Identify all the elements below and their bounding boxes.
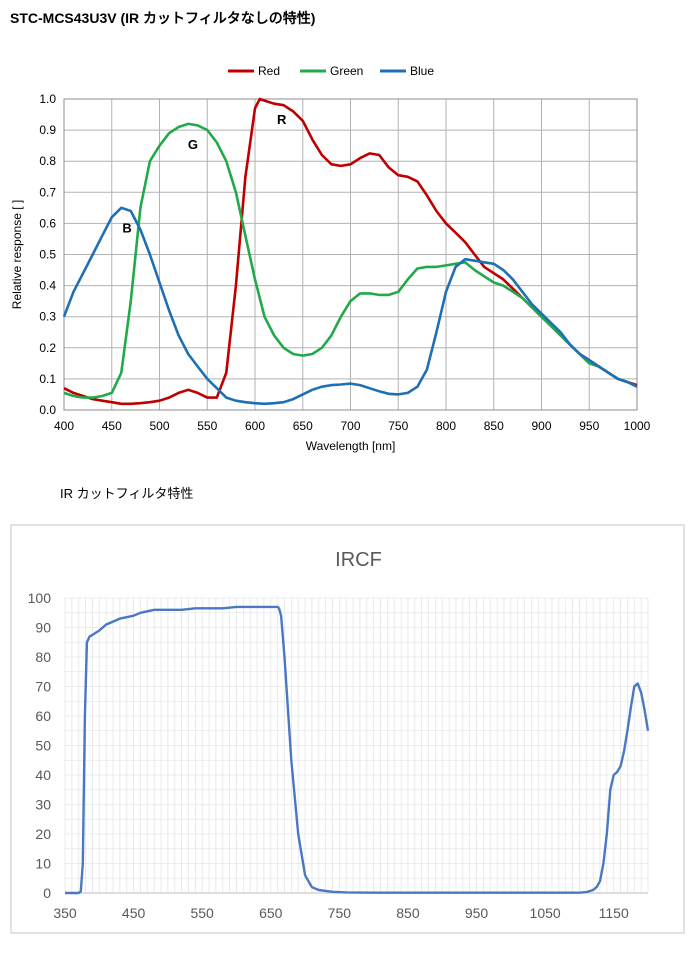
spectral-response-chart: 400 450 500 550 600 650 700 750 800 850 900 950 1000… — [10, 64, 651, 453]
y-tick-label: 0.2 — [39, 341, 56, 355]
chart-panel — [10, 524, 685, 934]
y-tick-label: 70 — [35, 679, 51, 695]
x-tick-label: 600 — [245, 419, 265, 433]
y-tick-label: 0 — [43, 885, 51, 901]
series-line-ircf — [65, 605, 650, 895]
y-tick-label: 60 — [35, 708, 51, 724]
y-tick-label: 0.6 — [39, 216, 56, 230]
x-tick-label: 750 — [388, 419, 408, 433]
x-tick-label: 400 — [54, 419, 74, 433]
x-tick-label: 550 — [197, 419, 217, 433]
y-tick-label: 0.4 — [39, 279, 56, 293]
legend-label-green: Green — [330, 64, 363, 78]
x-tick-label: 500 — [149, 419, 169, 433]
plot-frame — [63, 98, 638, 411]
page-subtitle: IR カットフィルタ特性 — [60, 486, 194, 501]
x-tick-label: 950 — [579, 419, 599, 433]
x-tick-label: 850 — [396, 905, 420, 921]
legend-label-blue: Blue — [410, 64, 434, 78]
peak-label-g: G — [188, 137, 198, 152]
x-tick-label: 650 — [259, 905, 283, 921]
x-tick-label: 1050 — [530, 905, 561, 921]
x-tick-label: 850 — [484, 419, 504, 433]
y-tick-label: 40 — [35, 767, 51, 783]
x-tick-label: 350 — [53, 905, 77, 921]
y-tick-label: 30 — [35, 797, 51, 813]
x-tick-label: 550 — [190, 905, 214, 921]
y-tick-label: 0.8 — [39, 154, 56, 168]
y-tick-label: 10 — [35, 856, 51, 872]
x-axis-label: Wavelength [nm] — [306, 439, 396, 453]
y-tick-label: 100 — [28, 590, 52, 606]
x-tick-label: 1000 — [624, 419, 651, 433]
peak-label-r: R — [277, 112, 287, 127]
x-tick-label: 650 — [293, 419, 313, 433]
x-tick-label: 1150 — [599, 905, 629, 921]
x-tick-label: 750 — [328, 905, 352, 921]
y-tick-label: 0.9 — [39, 123, 56, 137]
series-line-green — [63, 122, 638, 399]
legend-label-red: Red — [258, 64, 280, 78]
x-tick-label: 950 — [465, 905, 489, 921]
series-line-blue — [62, 206, 638, 406]
x-tick-label: 800 — [436, 419, 456, 433]
y-tick-label: 20 — [35, 826, 51, 842]
y-tick-label: 0.7 — [39, 185, 56, 199]
chart-title: IRCF — [335, 549, 382, 571]
y-tick-label: 0.1 — [39, 372, 56, 386]
y-tick-label: 0.5 — [39, 248, 56, 262]
page-title: STC-MCS43U3V (IR カットフィルタなしの特性) — [10, 10, 316, 26]
y-tick-label: 90 — [35, 620, 51, 636]
y-tick-label: 1.0 — [39, 92, 56, 106]
y-tick-label: 50 — [35, 738, 51, 754]
y-tick-label: 0.3 — [39, 310, 56, 324]
x-tick-label: 900 — [531, 419, 551, 433]
x-tick-label: 450 — [122, 905, 146, 921]
peak-label-b: B — [122, 221, 131, 236]
y-axis-label: Relative response [ ] — [10, 200, 24, 309]
y-tick-label: 80 — [35, 649, 51, 665]
y-tick-label: 0.0 — [39, 403, 56, 417]
x-tick-label: 700 — [340, 419, 360, 433]
x-tick-label: 450 — [102, 419, 122, 433]
